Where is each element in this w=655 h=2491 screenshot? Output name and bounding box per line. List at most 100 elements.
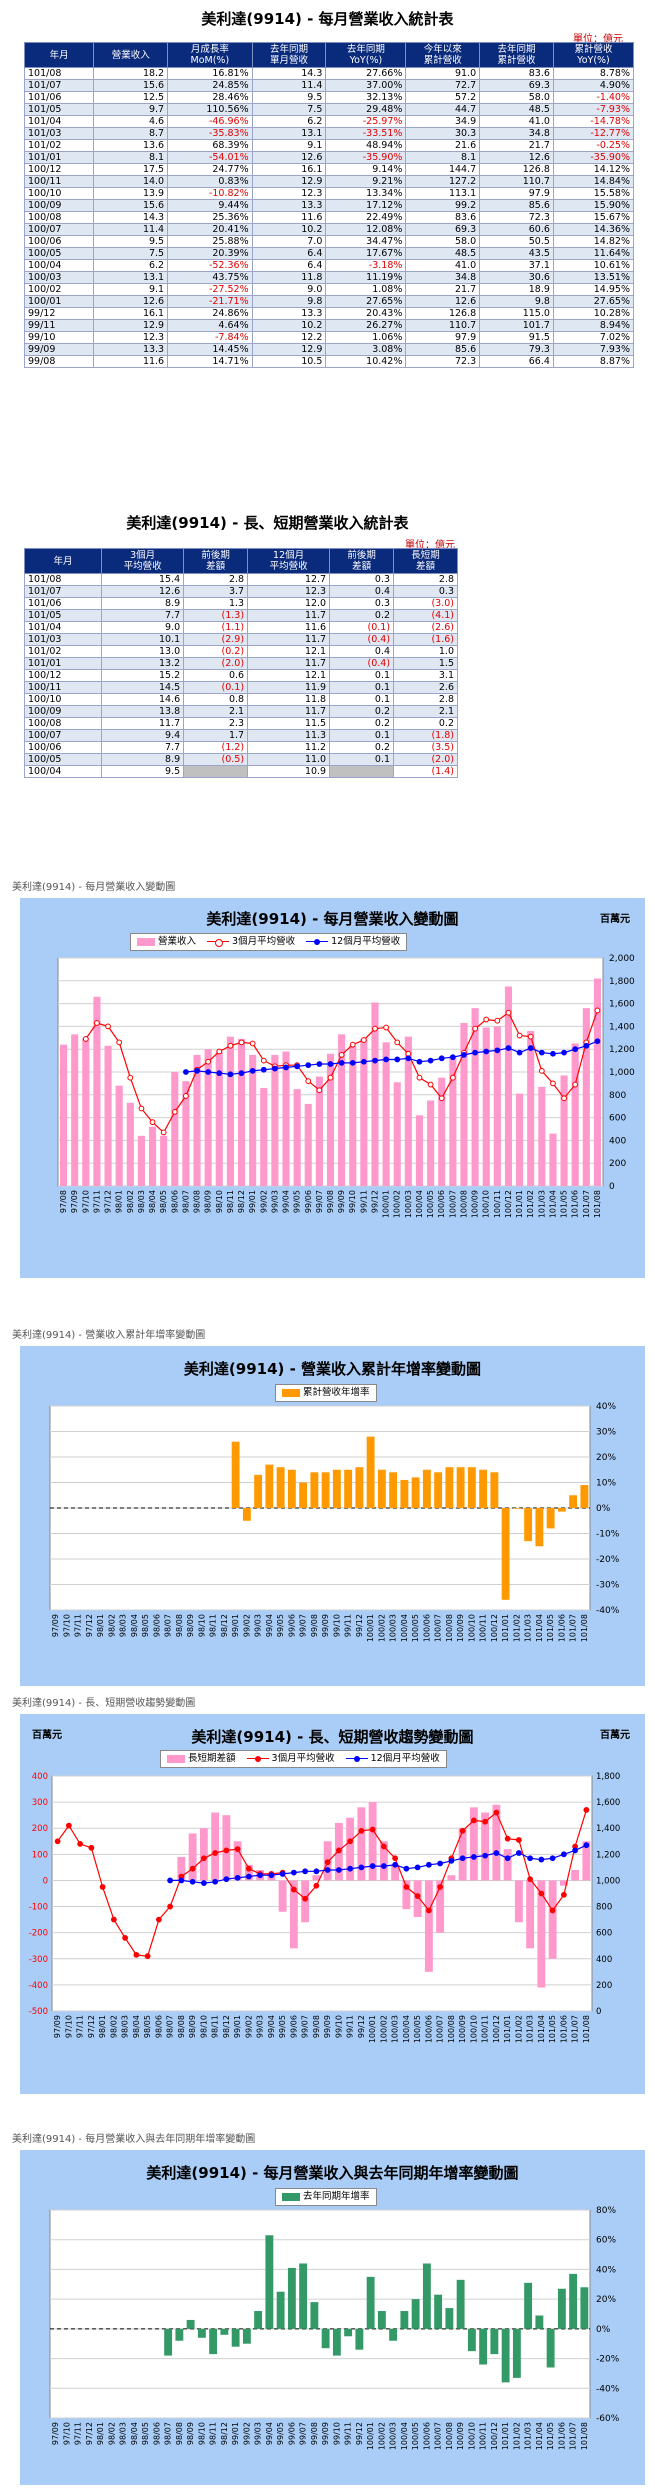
revenue-bar [126,1102,134,1186]
table-cell: 12.9 [93,319,169,332]
table-row: 101/04 9.0 (1.1) 11.6 (0.1) (2.6) [23,621,458,634]
yoy-bar [411,2299,420,2329]
table-cell: (2.0) [393,753,458,766]
table-row: 101/05 7.7 (1.3) 11.7 0.2 (4.1) [23,609,458,622]
ma3-point [449,1074,456,1081]
table-cell: 0.6 [183,669,249,682]
yoy-bar [287,2267,296,2329]
revenue-bar [271,1054,279,1186]
table-row: 100/08 11.7 2.3 11.5 0.2 0.2 [23,717,458,730]
y-tick-label: 10% [596,1479,616,1489]
table-cell: (0.2) [183,645,249,658]
x-tick-label: 100/11 [479,2422,488,2450]
x-tick-label: 98/08 [175,1614,184,1637]
table-cell: 15.90% [552,199,635,212]
table-cell: 11.7 [247,609,331,622]
revenue-bar [516,1093,524,1186]
table-cell: 66.4 [479,355,554,368]
table-cell: 13.6 [93,139,169,152]
x-tick-label: 98/02 [107,2422,116,2445]
table-cell: 37.00% [325,79,407,92]
table-cell: 12.1 [247,645,331,658]
x-tick-label: 99/01 [248,1190,257,1213]
yoy-bar [209,2328,218,2355]
ma12-point [427,1057,434,1064]
yoy-bar [456,2279,465,2329]
x-tick-label: 100/12 [492,2015,501,2043]
ma3-point [515,1837,522,1843]
y-tick-label-left: 200 [32,1824,48,1834]
x-tick-label: 101/06 [557,1614,566,1642]
table-cell: -54.01% [167,151,253,164]
table-cell: 3.7 [183,585,249,598]
x-tick-label: 97/09 [53,2015,62,2038]
yoy-bar [400,2311,409,2329]
yoy-bar [501,2328,510,2383]
table-row: 100/06 9.5 25.88% 7.0 34.47% 58.0 50.5 14.82% [23,235,635,248]
revenue-bar [71,1034,79,1186]
diff-bar [436,1880,445,1933]
table-cell: 1.06% [325,331,407,344]
yoy-bar [524,2282,533,2329]
table-cell: 1.3 [183,597,249,610]
table-cell: 101/04 [23,621,103,634]
ma3-point [380,1843,387,1850]
table-cell: 100/10 [23,187,95,200]
table-cell: 0.1 [329,669,395,682]
yoy-bar [377,2311,386,2329]
diff-bar [492,1804,501,1881]
table-cell: 57.2 [405,91,481,104]
table-cell: 9.5 [101,765,185,778]
table-cell: 2.6 [393,681,458,694]
table-cell: 7.5 [93,247,169,260]
table-cell: 12.3 [251,187,327,200]
table-cell: 6.2 [251,115,327,128]
diff-bar [244,1864,253,1881]
table-cell: 0.2 [329,705,395,718]
table-cell: 72.7 [405,79,481,92]
ma12-point [369,1863,376,1869]
table-row: 100/11 14.0 0.83% 12.9 9.21% 127.2 110.7 14.84% [23,175,635,188]
cum-yoy-bar [501,1508,510,1600]
diff-bar [391,1864,400,1881]
table-cell: 110.7 [405,319,481,332]
table-cell: 83.6 [405,211,481,224]
ma3-point [438,1095,445,1102]
revenue-bar [482,1027,490,1186]
table2-unit: 單位：億元 [405,540,455,551]
table-row: 100/05 7.5 20.39% 6.4 17.67% 48.5 43.5 11.64% [23,247,635,260]
x-tick-label: 101/07 [569,1614,578,1642]
revenue-bar [193,1054,201,1186]
x-tick-label: 97/12 [87,2015,96,2038]
revenue-bar [393,1082,401,1186]
table-cell: -35.83% [167,127,253,140]
table-cell: 144.7 [405,163,481,176]
table-cell: 83.6 [479,67,554,80]
x-tick-label: 97/09 [51,2422,60,2445]
y-tick-label: -30% [596,1581,620,1591]
revenue-bar [338,1034,346,1186]
legend-ma3-swatch [207,937,230,947]
x-tick-label: 100/04 [415,1190,424,1218]
table-cell: 11.7 [247,657,331,670]
x-tick-label: 98/11 [226,1190,235,1213]
y-tick-label-right: 1,400 [596,1824,620,1834]
revenue-bar [249,1054,257,1186]
table-cell: 85.6 [479,199,554,212]
table-cell: 8.1 [405,151,481,164]
column-header: 今年以來 累計營收 [405,42,481,68]
table-cell: 99.2 [405,199,481,212]
x-tick-label: 100/07 [448,1190,457,1218]
ma12-point [414,1864,421,1871]
cum-yoy-bar [254,1474,263,1508]
y-tick-label-left: 100 [32,1850,48,1860]
cum-yoy-bar [242,1508,251,1521]
ma3-point [550,1080,556,1087]
x-tick-label: 101/03 [526,2015,535,2043]
ma12-point [302,1868,309,1875]
ma12-point [338,1059,345,1066]
table-cell: 7.02% [552,331,635,344]
table-cell: 9.21% [325,175,407,188]
yoy-bar [310,2302,319,2329]
x-tick-label: 99/04 [267,2015,276,2038]
